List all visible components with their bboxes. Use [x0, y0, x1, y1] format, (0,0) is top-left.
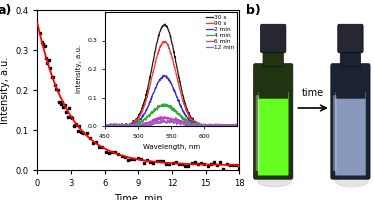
- 6 min: [126, 126, 131, 128]
- Line: 2 min: 2 min: [105, 75, 237, 127]
- FancyBboxPatch shape: [256, 95, 259, 171]
- 12 min: [126, 124, 131, 126]
- 30 s: [235, 124, 240, 126]
- 4 min: [102, 124, 107, 126]
- 2 min: [163, 75, 167, 78]
- 12 min: [191, 125, 196, 127]
- Line: 4 min: 4 min: [105, 104, 237, 128]
- 2 min: [235, 125, 240, 128]
- 90 s: [203, 124, 207, 126]
- 12 min: [102, 124, 107, 126]
- FancyBboxPatch shape: [263, 47, 283, 67]
- 6 min: [137, 122, 141, 125]
- 30 s: [102, 125, 107, 127]
- FancyBboxPatch shape: [340, 47, 361, 67]
- Ellipse shape: [335, 176, 368, 187]
- 30 s: [137, 113, 141, 116]
- FancyBboxPatch shape: [258, 90, 288, 99]
- FancyBboxPatch shape: [258, 92, 288, 175]
- 6 min: [162, 115, 167, 118]
- 4 min: [163, 103, 167, 105]
- 12 min: [181, 122, 186, 124]
- FancyBboxPatch shape: [335, 90, 365, 99]
- Legend: 30 s, 90 s, 2 min, 4 min, 6 min, 12 min: 30 s, 90 s, 2 min, 4 min, 6 min, 12 min: [206, 15, 234, 50]
- 4 min: [163, 104, 168, 106]
- 12 min: [166, 119, 170, 121]
- Line: 30 s: 30 s: [105, 24, 237, 128]
- 12 min: [163, 120, 167, 122]
- 2 min: [126, 124, 131, 126]
- FancyBboxPatch shape: [335, 92, 366, 175]
- 6 min: [163, 117, 167, 120]
- 6 min: [206, 127, 211, 130]
- 4 min: [235, 124, 240, 127]
- Line: 6 min: 6 min: [105, 117, 237, 129]
- 30 s: [163, 23, 167, 25]
- 30 s: [203, 125, 207, 127]
- 30 s: [163, 23, 167, 26]
- 12 min: [203, 126, 207, 128]
- 4 min: [137, 119, 141, 121]
- X-axis label: Time, min: Time, min: [114, 194, 163, 200]
- 90 s: [102, 124, 107, 127]
- 2 min: [181, 110, 186, 113]
- 90 s: [235, 125, 240, 127]
- Text: a): a): [0, 4, 11, 17]
- 6 min: [191, 126, 196, 128]
- 90 s: [191, 121, 196, 123]
- 2 min: [203, 125, 207, 127]
- FancyBboxPatch shape: [338, 24, 363, 53]
- 6 min: [203, 125, 207, 128]
- 30 s: [191, 120, 196, 123]
- 6 min: [235, 125, 240, 127]
- Text: time: time: [302, 88, 324, 98]
- 90 s: [126, 123, 131, 126]
- Line: 12 min: 12 min: [105, 120, 237, 128]
- 2 min: [191, 122, 196, 125]
- X-axis label: Wavelength, nm: Wavelength, nm: [142, 144, 200, 150]
- 2 min: [102, 125, 107, 127]
- 4 min: [123, 127, 127, 129]
- 90 s: [181, 100, 186, 103]
- Y-axis label: Intensity, a.u.: Intensity, a.u.: [76, 45, 82, 93]
- 12 min: [119, 127, 123, 130]
- 90 s: [137, 116, 141, 119]
- 90 s: [163, 40, 168, 42]
- 2 min: [162, 74, 166, 77]
- 12 min: [137, 124, 141, 127]
- 2 min: [207, 126, 211, 129]
- 90 s: [163, 41, 167, 43]
- FancyBboxPatch shape: [254, 64, 293, 179]
- 30 s: [181, 94, 186, 97]
- Y-axis label: Intensity, a.u.: Intensity, a.u.: [0, 56, 10, 124]
- 6 min: [102, 125, 107, 128]
- 6 min: [181, 122, 186, 124]
- FancyBboxPatch shape: [261, 24, 286, 53]
- 12 min: [235, 125, 240, 127]
- 4 min: [126, 124, 131, 126]
- 90 s: [209, 126, 213, 129]
- Text: b): b): [246, 4, 260, 17]
- 30 s: [126, 124, 131, 126]
- Ellipse shape: [258, 176, 291, 187]
- 4 min: [191, 122, 196, 124]
- FancyBboxPatch shape: [331, 64, 370, 179]
- FancyBboxPatch shape: [333, 95, 336, 171]
- 2 min: [137, 120, 141, 122]
- 4 min: [203, 125, 207, 127]
- Line: 90 s: 90 s: [105, 41, 237, 127]
- 4 min: [181, 117, 186, 119]
- 30 s: [228, 126, 232, 129]
